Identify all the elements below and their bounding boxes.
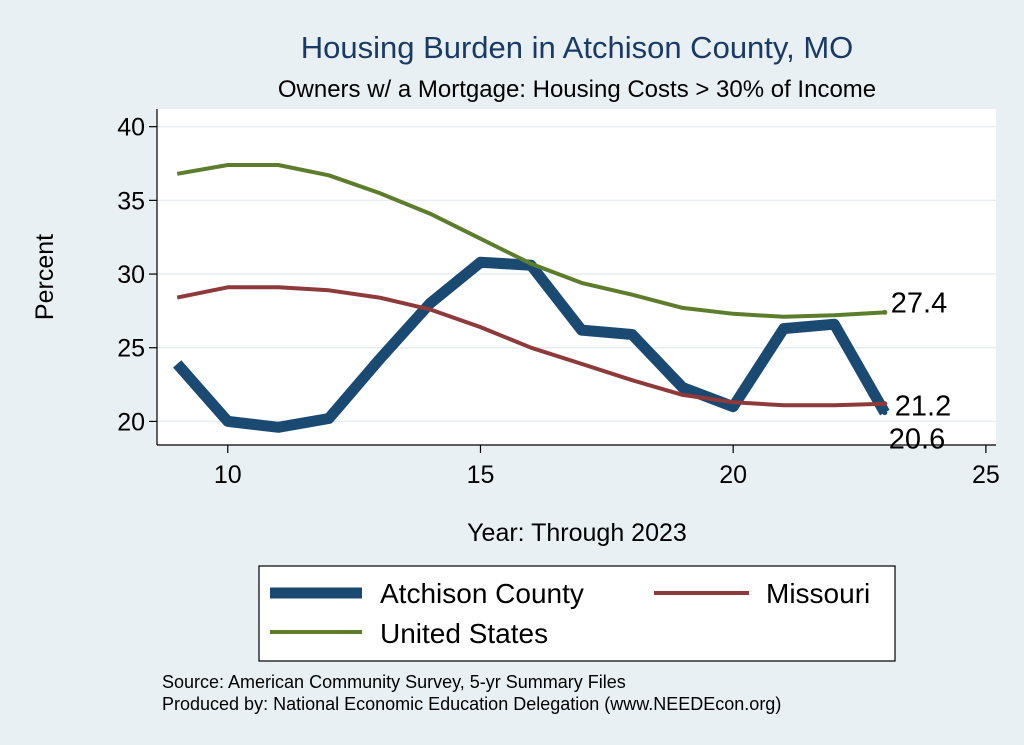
series-line-missouri <box>176 285 885 408</box>
y-tick-label-20: 20 <box>117 408 145 436</box>
end-labels: 20.621.2 27.4 <box>889 287 951 455</box>
plot-area <box>157 109 996 445</box>
source-note: Source: American Community Survey, 5-yr … <box>162 672 626 692</box>
series-end-marker-atchison-county <box>882 410 888 416</box>
y-tick-label-25: 25 <box>117 335 145 363</box>
series-lines <box>173 163 890 433</box>
legend: Atchison County Missouri United States <box>258 565 896 662</box>
legend-box <box>258 565 896 662</box>
axes: 20 25 30 35 40 10 15 20 25 <box>117 109 1000 489</box>
x-axis-title: Year: Through 2023 <box>467 519 687 547</box>
produced-by-note: Produced by: National Economic Education… <box>162 694 781 714</box>
x-tick-label-25: 25 <box>972 461 1000 489</box>
series-line-united-states <box>176 163 885 319</box>
chart-title: Housing Burden in Atchison County, MO <box>301 30 854 65</box>
y-axis-title: Percent <box>31 234 59 320</box>
end-label-atchison-county: 20.6 <box>889 424 945 456</box>
legend-label-united-states: United States <box>380 618 548 649</box>
x-tick-label-15: 15 <box>467 461 495 489</box>
end-label-united-states: 27.4 <box>891 287 947 319</box>
series-end-marker-missouri <box>882 401 888 407</box>
y-tick-label-35: 35 <box>117 187 145 215</box>
legend-label-atchison-county: Atchison County <box>380 578 584 609</box>
series-end-marker-united-states <box>882 309 888 315</box>
y-tick-label-40: 40 <box>117 114 145 142</box>
chart-subtitle: Owners w/ a Mortgage: Housing Costs > 30… <box>278 76 876 103</box>
y-tick-label-30: 30 <box>117 261 145 289</box>
legend-label-missouri: Missouri <box>766 578 870 609</box>
end-label-missouri: 21.2 <box>895 391 951 423</box>
x-tick-label-10: 10 <box>214 461 242 489</box>
x-tick-label-20: 20 <box>719 461 747 489</box>
